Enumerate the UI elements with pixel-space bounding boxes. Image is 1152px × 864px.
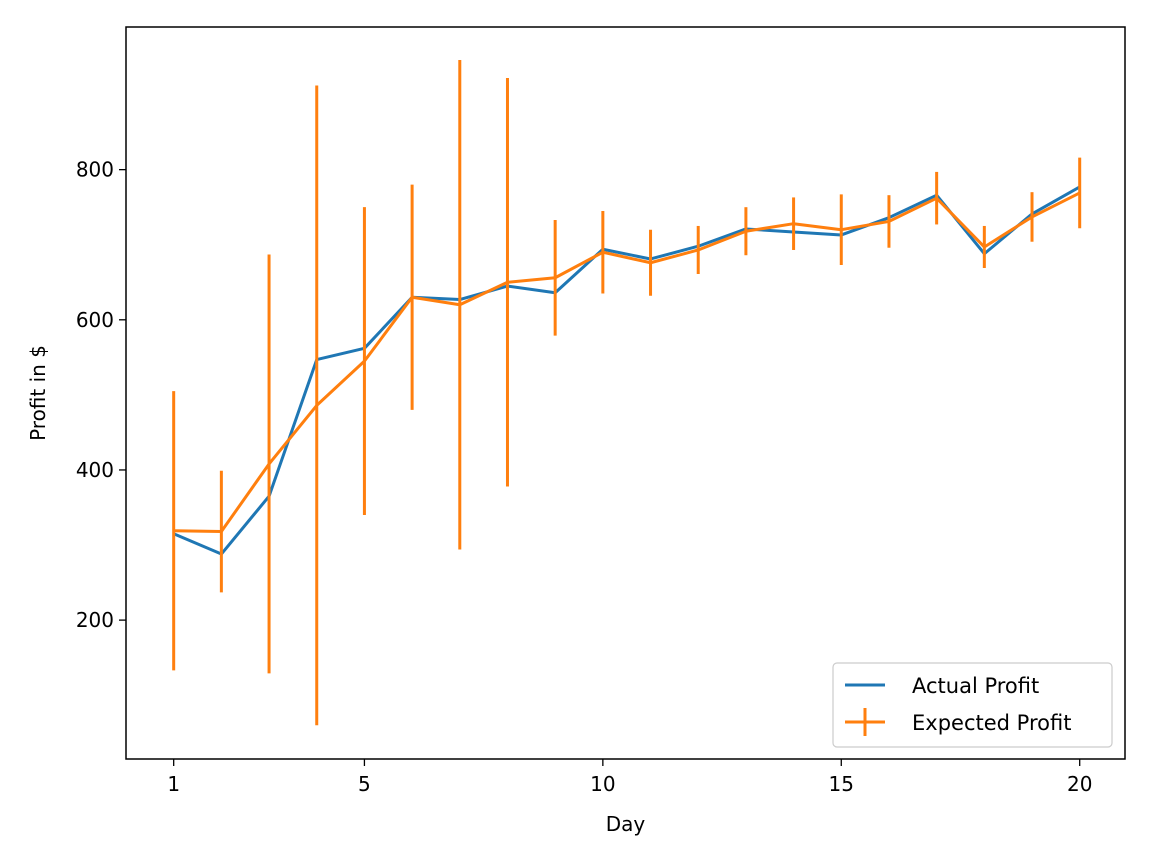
y-tick-label: 600 <box>76 308 114 332</box>
plot-layer <box>172 60 1082 726</box>
x-tick-label: 15 <box>829 772 854 796</box>
x-axis-title: Day <box>606 812 646 836</box>
y-tick-label: 200 <box>76 608 114 632</box>
legend-label-actual-profit: Actual Profit <box>912 674 1039 698</box>
x-tick-label: 1 <box>167 772 180 796</box>
legend-box <box>832 662 1113 748</box>
y-tick-label: 400 <box>76 458 114 482</box>
legend-label-expected-profit: Expected Profit <box>912 711 1071 735</box>
x-tick-label: 5 <box>358 772 371 796</box>
series-line-expected-profit <box>173 191 1081 534</box>
y-axis-title: Profit in $ <box>26 345 50 441</box>
series-actual-profit <box>173 185 1081 556</box>
axes-frame <box>125 26 1126 760</box>
legend: Actual Profit Expected Profit <box>832 662 1113 748</box>
series-line-actual-profit <box>173 185 1081 556</box>
x-tick-label: 10 <box>590 772 615 796</box>
y-tick-label: 800 <box>76 158 114 182</box>
series-expected-profit <box>172 60 1082 726</box>
x-tick-label: 20 <box>1067 772 1092 796</box>
